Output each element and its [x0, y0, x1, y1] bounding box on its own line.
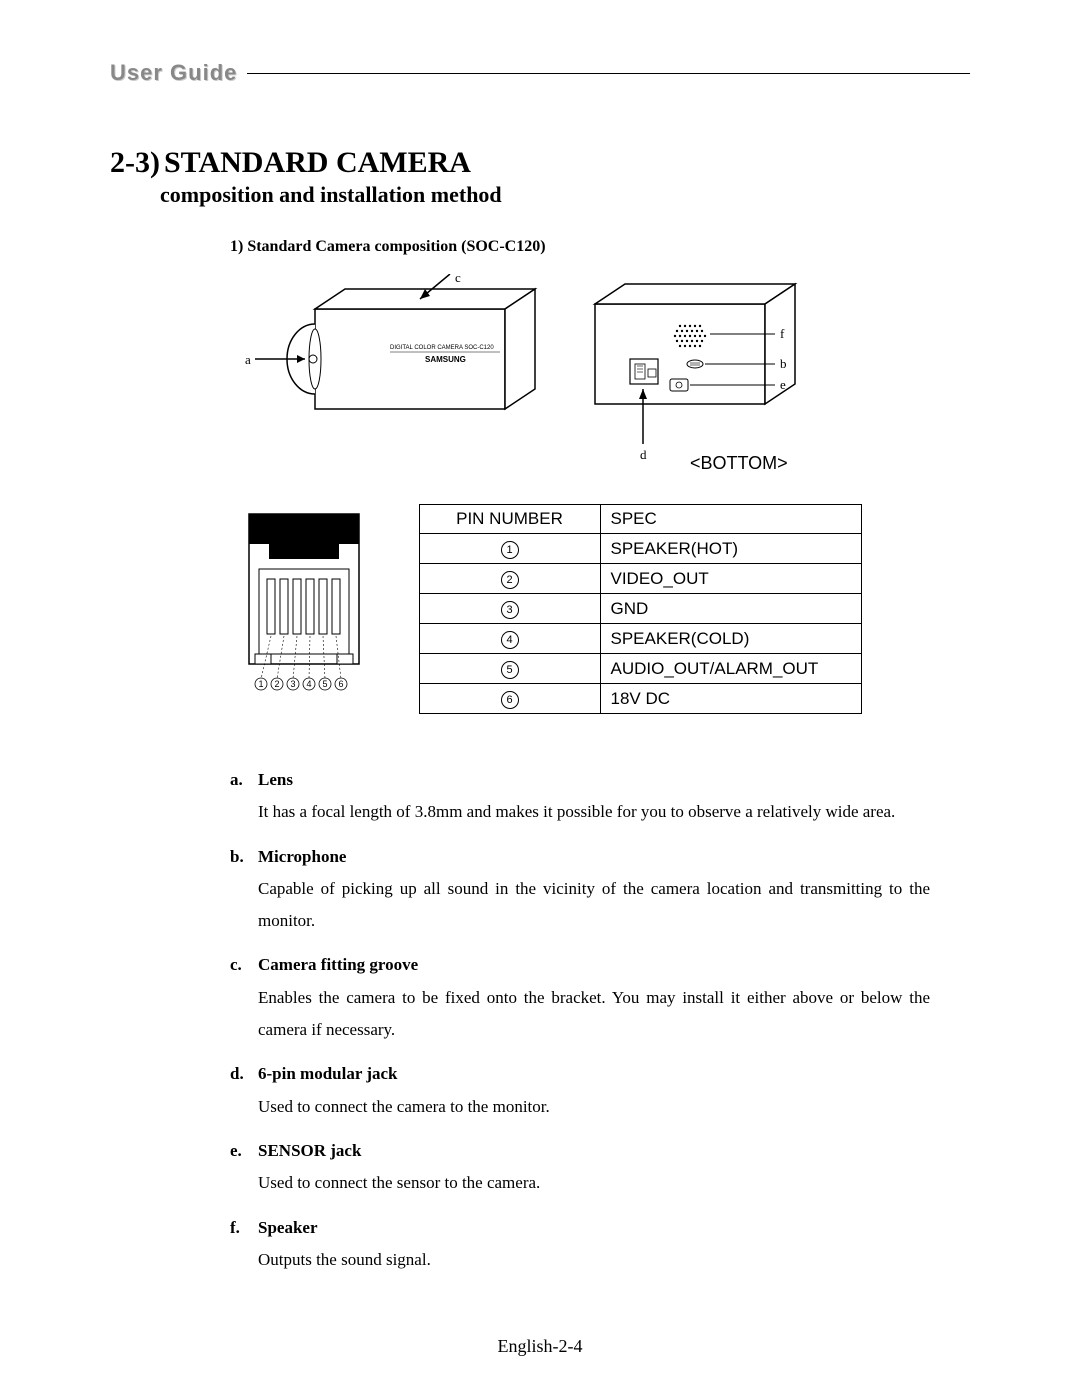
label-e: e — [780, 377, 786, 392]
pin-6-spec: 18V DC — [600, 684, 861, 714]
desc-a-body: It has a focal length of 3.8mm and makes… — [258, 796, 930, 828]
pin-3-spec: GND — [600, 594, 861, 624]
user-guide-label: User Guide — [110, 60, 237, 86]
camera-front-diagram: a c DIGITAL COLOR CAMERA SOC-C120 SAMSUN… — [245, 274, 545, 464]
table-header-row: PIN NUMBER SPEC — [419, 505, 861, 534]
pin-table-row: 1 2 3 4 5 6 PIN NUMBER SPEC 1 SPEAKER(HO… — [110, 504, 970, 714]
header-rule-line — [247, 73, 970, 74]
camera-bottom-diagram: f b e d <BOTTOM> — [575, 274, 835, 484]
page: User Guide 2-3) STANDARD CAMERA composit… — [0, 0, 1080, 1397]
section-subtitle: composition and installation method — [160, 182, 970, 208]
desc-c-title: c. Camera fitting groove — [230, 949, 930, 981]
description-list: a. Lens It has a focal length of 3.8mm a… — [230, 764, 930, 1276]
table-row: 4 SPEAKER(COLD) — [419, 624, 861, 654]
section-title: STANDARD CAMERA — [164, 146, 471, 179]
svg-text:1: 1 — [258, 679, 263, 689]
table-row: 2 VIDEO_OUT — [419, 564, 861, 594]
table-row: 1 SPEAKER(HOT) — [419, 534, 861, 564]
pin-1-circle: 1 — [501, 541, 519, 559]
sub-heading: 1) Standard Camera composition (SOC-C120… — [230, 238, 970, 256]
pin-4-circle: 4 — [501, 631, 519, 649]
desc-e-title: e. SENSOR jack — [230, 1135, 930, 1167]
diagram-row: a c DIGITAL COLOR CAMERA SOC-C120 SAMSUN… — [110, 274, 970, 484]
desc-b-title: b. Microphone — [230, 841, 930, 873]
pin-3-circle: 3 — [501, 601, 519, 619]
label-c: c — [455, 274, 461, 285]
bottom-caption: <BOTTOM> — [690, 453, 788, 473]
pin-6-circle: 6 — [501, 691, 519, 709]
page-header: User Guide — [110, 60, 970, 86]
table-row: 3 GND — [419, 594, 861, 624]
pin-1-spec: SPEAKER(HOT) — [600, 534, 861, 564]
section-title-block: 2-3) STANDARD CAMERA composition and ins… — [110, 146, 970, 208]
pin-5-spec: AUDIO_OUT/ALARM_OUT — [600, 654, 861, 684]
label-f: f — [780, 326, 785, 341]
desc-e-body: Used to connect the sensor to the camera… — [258, 1167, 930, 1199]
pin-2-spec: VIDEO_OUT — [600, 564, 861, 594]
label-b: b — [780, 356, 787, 371]
label-a: a — [245, 352, 251, 367]
svg-text:3: 3 — [290, 679, 295, 689]
svg-text:5: 5 — [322, 679, 327, 689]
pin-5-circle: 5 — [501, 661, 519, 679]
svg-text:4: 4 — [306, 679, 311, 689]
page-number: English-2-4 — [110, 1336, 970, 1357]
table-row: 5 AUDIO_OUT/ALARM_OUT — [419, 654, 861, 684]
desc-f-body: Outputs the sound signal. — [258, 1244, 930, 1276]
desc-f-title: f. Speaker — [230, 1212, 930, 1244]
col-spec: SPEC — [600, 505, 861, 534]
camera-brand-text: SAMSUNG — [425, 355, 466, 364]
svg-text:6: 6 — [338, 679, 343, 689]
label-d: d — [640, 447, 647, 462]
pin-2-circle: 2 — [501, 571, 519, 589]
desc-b-body: Capable of picking up all sound in the v… — [258, 873, 930, 938]
desc-d-body: Used to connect the camera to the monito… — [258, 1091, 930, 1123]
desc-a-title: a. Lens — [230, 764, 930, 796]
connector-diagram: 1 2 3 4 5 6 — [219, 504, 389, 694]
desc-d-title: d. 6-pin modular jack — [230, 1058, 930, 1090]
col-pin-number: PIN NUMBER — [419, 505, 600, 534]
pin-4-spec: SPEAKER(COLD) — [600, 624, 861, 654]
desc-c-body: Enables the camera to be fixed onto the … — [258, 982, 930, 1047]
camera-model-text: DIGITAL COLOR CAMERA SOC-C120 — [390, 345, 494, 351]
pin-spec-table: PIN NUMBER SPEC 1 SPEAKER(HOT) 2 VIDEO_O… — [419, 504, 862, 714]
section-number: 2-3) — [110, 146, 160, 179]
table-row: 6 18V DC — [419, 684, 861, 714]
svg-text:2: 2 — [274, 679, 279, 689]
